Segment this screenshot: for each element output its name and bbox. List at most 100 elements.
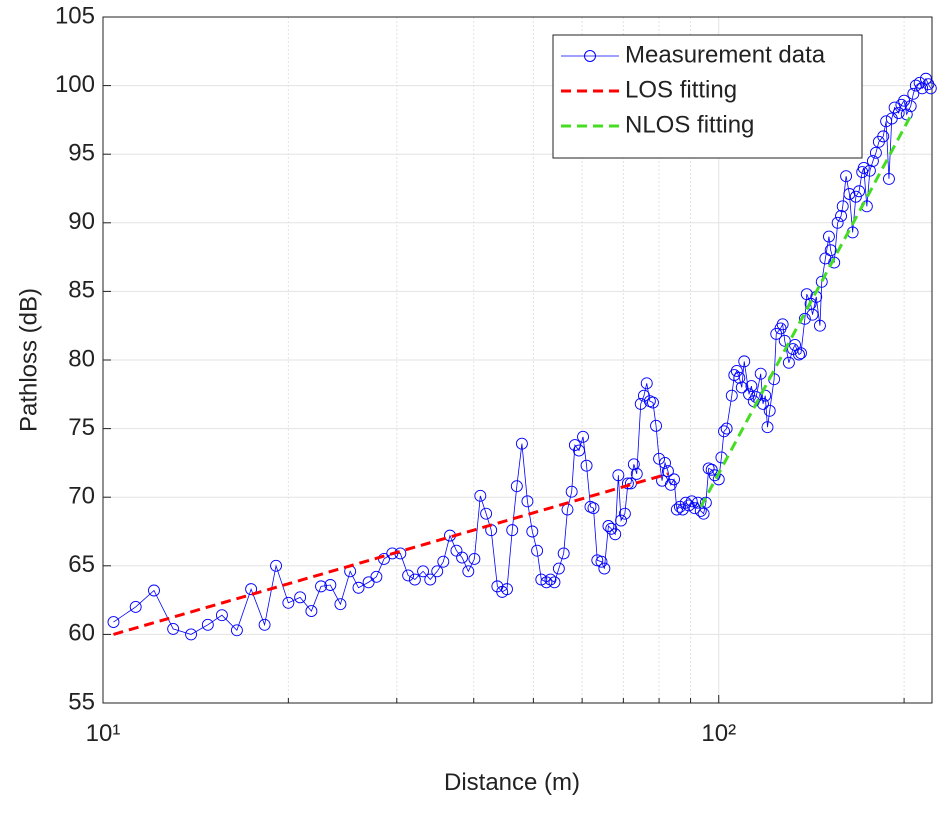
marker	[230, 624, 243, 637]
marker	[835, 209, 848, 222]
marker	[828, 256, 841, 269]
y-tick-label: 100	[55, 71, 95, 98]
marker	[612, 469, 625, 482]
marker	[129, 601, 142, 613]
marker	[437, 555, 450, 568]
marker	[763, 404, 776, 417]
marker	[853, 185, 866, 198]
marker	[468, 552, 481, 565]
marker	[595, 555, 608, 568]
legend-marker	[584, 50, 596, 62]
marker	[544, 573, 557, 586]
marker	[618, 507, 631, 520]
marker	[552, 562, 565, 575]
marker	[778, 334, 791, 347]
marker	[699, 496, 712, 509]
marker	[866, 155, 879, 168]
marker	[836, 200, 849, 213]
y-tick-label: 80	[68, 345, 95, 372]
marker	[506, 524, 519, 537]
marker	[650, 419, 662, 432]
marker	[107, 616, 120, 629]
marker	[904, 100, 917, 113]
marker	[417, 565, 430, 578]
marker	[609, 528, 622, 541]
marker	[531, 544, 544, 557]
marker	[526, 525, 539, 538]
marker	[907, 87, 920, 100]
marker	[806, 308, 819, 321]
marker	[849, 190, 862, 203]
marker	[402, 569, 415, 582]
marker	[640, 377, 653, 390]
marker	[720, 422, 733, 435]
marker	[577, 430, 589, 443]
marker	[565, 485, 578, 498]
marker	[668, 473, 680, 486]
marker	[627, 458, 640, 471]
y-tick-label: 105	[55, 2, 95, 29]
marker	[679, 496, 692, 509]
marker	[167, 622, 180, 635]
y-tick-label: 85	[68, 277, 95, 304]
marker	[148, 584, 160, 597]
marker	[824, 244, 837, 257]
y-tick-label: 55	[68, 688, 95, 715]
marker	[759, 389, 772, 402]
marker	[815, 275, 828, 288]
marker	[661, 465, 674, 478]
marker	[795, 347, 807, 360]
marker	[598, 562, 611, 575]
marker	[735, 381, 748, 394]
y-tick-label: 75	[68, 414, 95, 441]
marker	[587, 502, 600, 515]
marker	[892, 107, 905, 119]
marker	[813, 319, 826, 332]
marker	[745, 380, 758, 393]
marker	[634, 397, 647, 410]
marker	[919, 72, 932, 85]
marker	[869, 146, 882, 159]
marker	[510, 480, 523, 493]
marker	[776, 318, 789, 331]
marker	[674, 500, 686, 513]
marker	[408, 573, 421, 586]
y-tick-label: 95	[68, 140, 95, 167]
marker	[480, 507, 493, 520]
marker	[573, 444, 585, 457]
marker	[294, 591, 307, 604]
marker	[201, 618, 214, 631]
series-line	[699, 115, 913, 508]
marker	[315, 580, 327, 593]
marker	[754, 367, 767, 380]
marker	[664, 478, 677, 491]
marker	[909, 79, 922, 92]
marker	[798, 312, 811, 325]
y-tick-label: 90	[68, 208, 95, 235]
marker	[185, 628, 198, 641]
x-tick-label: 10²	[701, 720, 736, 747]
marker	[352, 581, 365, 594]
marker	[548, 576, 561, 589]
marker	[895, 98, 908, 111]
marker	[324, 579, 337, 591]
marker	[793, 348, 805, 361]
series-line	[113, 472, 669, 636]
y-axis-label: Pathloss (dB)	[15, 288, 42, 432]
marker	[733, 371, 746, 384]
marker	[840, 170, 853, 183]
legend-label: NLOS fitting	[625, 111, 754, 138]
y-tick-label: 65	[68, 551, 95, 578]
marker	[305, 605, 318, 618]
marker	[540, 576, 553, 589]
marker	[370, 570, 383, 583]
legend-label: LOS fitting	[625, 76, 737, 103]
marker	[708, 469, 721, 482]
x-tick-label: 10¹	[86, 720, 121, 747]
marker	[515, 437, 528, 450]
marker	[877, 130, 890, 143]
marker	[334, 598, 347, 611]
marker	[913, 76, 926, 89]
marker	[474, 489, 487, 502]
marker	[615, 514, 628, 527]
